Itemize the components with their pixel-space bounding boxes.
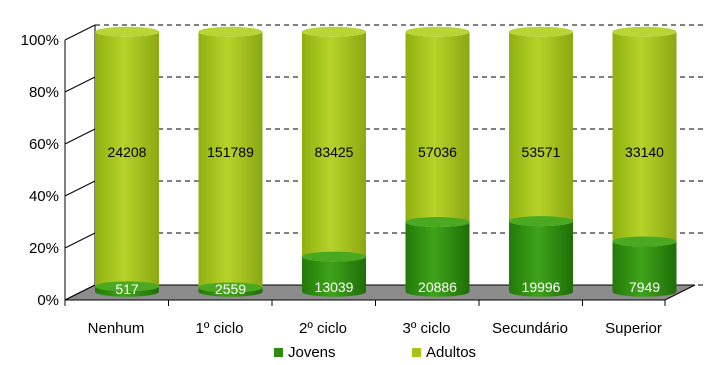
legend: Jovens Adultos [0, 344, 704, 364]
bar-adultos [198, 26, 263, 293]
data-label-jovens: 7949 [629, 279, 660, 295]
bar-jovens [405, 217, 470, 297]
legend-label-jovens: Jovens [288, 344, 336, 361]
data-label-jovens: 19996 [522, 279, 561, 295]
bar-group: 83425 13039 [302, 26, 366, 297]
x-category-label: 1º ciclo [196, 320, 244, 337]
gridline-depth [64, 24, 96, 41]
data-label-jovens: 517 [115, 281, 139, 297]
bar-group: 33140 7949 [612, 26, 677, 297]
bar-adultos [509, 26, 573, 227]
bars: 24208 517 151789 2559 83425 13039 57036 20886 53… [95, 26, 677, 297]
y-tick-label: 100% [21, 32, 59, 49]
bar-group: 57036 20886 [405, 26, 470, 297]
x-category-label: 2º ciclo [299, 320, 347, 337]
chart-svg: 0% 20% 40% 60% 80% 100% 24208 517 151789 2559 834… [21, 24, 704, 337]
gridline-depth [64, 76, 96, 93]
bar-group: 151789 2559 [198, 26, 263, 297]
legend-label-adultos: Adultos [426, 344, 477, 361]
x-category-label: 3º ciclo [403, 320, 451, 337]
floor-plane [64, 284, 696, 301]
bar-jovens [302, 251, 366, 297]
y-tick-label: 40% [29, 188, 59, 205]
data-label-jovens: 2559 [215, 281, 246, 297]
legend-item-adultos: Adultos [412, 344, 476, 361]
gridline-depth [64, 232, 96, 249]
y-tick-label: 80% [29, 84, 59, 101]
legend-swatch-adultos [412, 348, 421, 357]
bar-group: 24208 517 [95, 26, 159, 297]
y-tick-label: 20% [29, 240, 59, 257]
bar-jovens [612, 236, 677, 297]
bar-jovens [198, 282, 263, 297]
data-label-adultos: 24208 [108, 144, 147, 160]
x-category-label: Superior [605, 320, 662, 337]
bar-adultos [405, 26, 470, 228]
data-label-jovens: 20886 [418, 279, 457, 295]
bar-adultos [612, 26, 677, 247]
data-label-adultos: 57036 [418, 144, 457, 160]
gridline-depth [64, 180, 96, 197]
bar-adultos [95, 26, 159, 292]
data-label-adultos: 83425 [315, 144, 354, 160]
bar-group: 53571 19996 [509, 26, 573, 297]
legend-item-jovens: Jovens [274, 344, 336, 361]
y-tick-label: 60% [29, 136, 59, 153]
legend-swatch-jovens [274, 348, 283, 357]
data-label-adultos: 53571 [522, 144, 561, 160]
x-category-label: Secundário [492, 320, 568, 337]
data-label-jovens: 13039 [315, 279, 354, 295]
gridlines [64, 24, 704, 301]
bar-jovens [509, 216, 573, 297]
x-axis: Nenhum 1º ciclo 2º ciclo 3º ciclo Secundário… [64, 299, 666, 337]
x-category-label: Nenhum [88, 320, 145, 337]
data-label-adultos: 151789 [207, 144, 254, 160]
floor [64, 284, 696, 301]
bar-jovens [95, 281, 159, 297]
gridline-depth [64, 128, 96, 145]
bar-adultos [302, 26, 366, 262]
y-axis: 0% 20% 40% 60% 80% 100% [21, 25, 96, 309]
data-label-adultos: 33140 [625, 144, 664, 160]
y-tick-label: 0% [37, 292, 59, 309]
